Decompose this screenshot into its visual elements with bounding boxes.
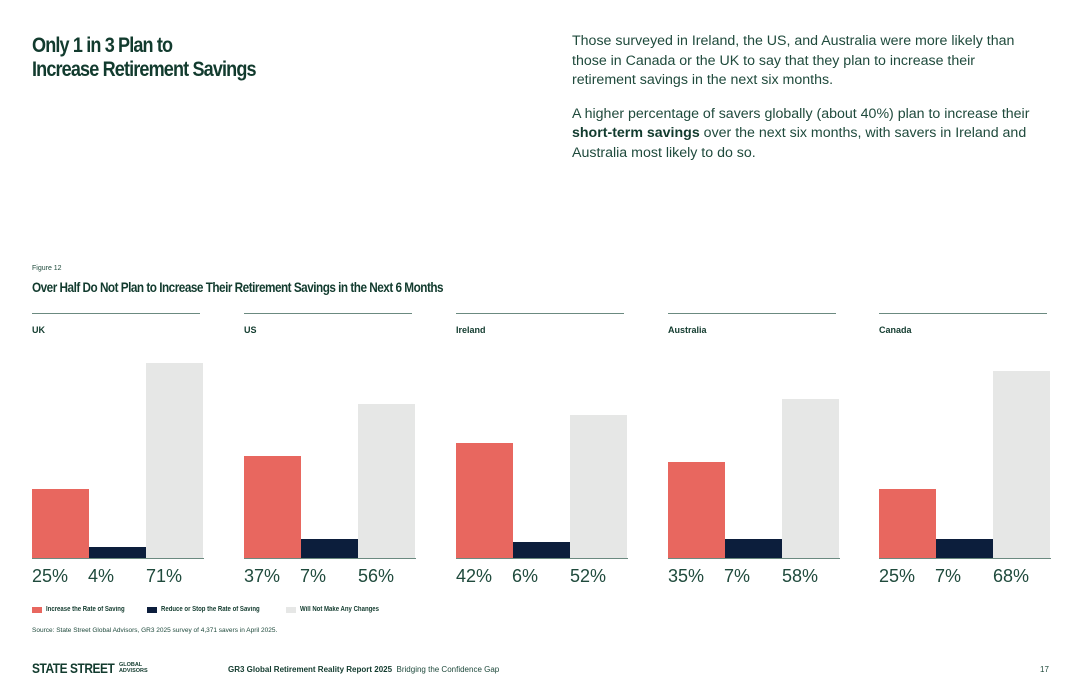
logo-sub-line2: ADVISORS [118, 668, 148, 674]
panel-top-rule [668, 313, 836, 314]
state-street-logo: STATE STREET GLOBAL ADVISORS [32, 660, 148, 676]
bar-ireland-reduce [513, 542, 570, 558]
panel-baseline [456, 558, 628, 559]
data-label-australia-no-change: 58% [782, 566, 819, 586]
legend-swatch-reduce [147, 606, 158, 613]
footer-report-title: GR3 Global Retirement Reality Report 202… [228, 665, 393, 674]
bar-us-no-change [358, 404, 415, 558]
page-number: 17 [1040, 665, 1049, 674]
intro-p2-after: over the next six months, with savers in… [572, 125, 1027, 161]
bar-ireland-no-change [570, 415, 627, 558]
legend-swatch-no-change [286, 606, 297, 613]
data-label-ireland-no-change: 52% [570, 566, 607, 586]
panel-baseline [668, 558, 840, 559]
bar-uk-no-change [146, 363, 203, 558]
legend-item-reduce: Reduce or Stop the Rate of Saving [147, 606, 276, 613]
panel-baseline [879, 558, 1051, 559]
data-label-us-reduce: 7% [300, 566, 327, 586]
data-label-us-no-change: 56% [358, 566, 395, 586]
bar-canada-increase [879, 489, 936, 558]
footer-text: GR3 Global Retirement Reality Report 202… [228, 665, 499, 674]
legend-swatch-increase [32, 606, 42, 613]
data-label-canada-no-change: 68% [993, 566, 1030, 586]
page-title-line2: Increase Retirement Savings [32, 58, 257, 81]
chart-panel-ireland: Ireland 42% 6% 52% [456, 313, 628, 593]
page-title-line1: Only 1 in 3 Plan to [32, 34, 173, 57]
logo-sub-text: GLOBAL ADVISORS [119, 662, 148, 674]
data-label-uk-increase: 25% [32, 566, 69, 586]
bar-australia-no-change [782, 399, 839, 558]
chart-panel-australia: Australia 35% 7% 58% [668, 313, 840, 593]
bar-us-increase [244, 456, 301, 558]
panel-top-rule [879, 313, 1047, 314]
intro-paragraph-2: A higher percentage of savers globally (… [572, 105, 1032, 164]
footer-subtitle: Bridging the Confidence Gap [396, 665, 500, 674]
data-label-uk-reduce: 4% [88, 566, 115, 586]
legend-label-reduce: Reduce or Stop the Rate of Saving [161, 606, 261, 613]
intro-p2-before: A higher percentage of savers globally (… [572, 105, 1030, 122]
data-label-australia-increase: 35% [668, 566, 705, 586]
panel-country-label: Ireland [456, 325, 486, 335]
panel-baseline [32, 558, 204, 559]
data-label-australia-reduce: 7% [724, 566, 751, 586]
panel-country-label: Australia [668, 325, 707, 335]
intro-text: Those surveyed in Ireland, the US, and A… [572, 32, 1032, 177]
bar-australia-reduce [725, 539, 782, 558]
bar-us-reduce [301, 539, 358, 558]
data-label-us-increase: 37% [244, 566, 281, 586]
source-note: Source: State Street Global Advisors, GR… [32, 627, 278, 634]
logo-sub-line1: GLOBAL [118, 662, 143, 668]
panel-country-label: UK [32, 325, 45, 335]
bar-australia-increase [668, 462, 725, 558]
panel-top-rule [244, 313, 412, 314]
data-label-ireland-increase: 42% [456, 566, 493, 586]
data-label-uk-no-change: 71% [146, 566, 183, 586]
data-label-canada-reduce: 7% [935, 566, 962, 586]
bar-canada-reduce [936, 539, 993, 558]
data-label-canada-increase: 25% [879, 566, 916, 586]
panel-top-rule [32, 313, 200, 314]
bar-ireland-increase [456, 443, 513, 558]
chart-panel-canada: Canada 25% 7% 68% [879, 313, 1051, 593]
bar-canada-no-change [993, 371, 1050, 558]
intro-paragraph-1: Those surveyed in Ireland, the US, and A… [572, 33, 1015, 88]
bar-uk-increase [32, 489, 89, 558]
logo-main-text: STATE STREET [32, 660, 115, 676]
legend-item-no-change: Will Not Make Any Changes [286, 606, 392, 613]
page-title: Only 1 in 3 Plan to Increase Retirement … [32, 34, 307, 82]
bar-uk-reduce [89, 547, 146, 558]
intro-p2-bold: short-term savings [572, 125, 700, 141]
panel-country-label: US [244, 325, 257, 335]
chart-legend: Increase the Rate of Saving Reduce or St… [32, 606, 402, 613]
panel-baseline [244, 558, 416, 559]
legend-label-increase: Increase the Rate of Saving [46, 606, 125, 613]
legend-label-no-change: Will Not Make Any Changes [300, 606, 380, 613]
panel-country-label: Canada [879, 325, 912, 335]
chart-panel-uk: UK 25% 4% 71% [32, 313, 204, 593]
legend-item-increase: Increase the Rate of Saving [32, 606, 137, 613]
panel-top-rule [456, 313, 624, 314]
figure-label: Figure 12 [32, 265, 62, 272]
chart-panel-us: US 37% 7% 56% [244, 313, 416, 593]
figure-title: Over Half Do Not Plan to Increase Their … [32, 279, 444, 295]
data-label-ireland-reduce: 6% [512, 566, 539, 586]
